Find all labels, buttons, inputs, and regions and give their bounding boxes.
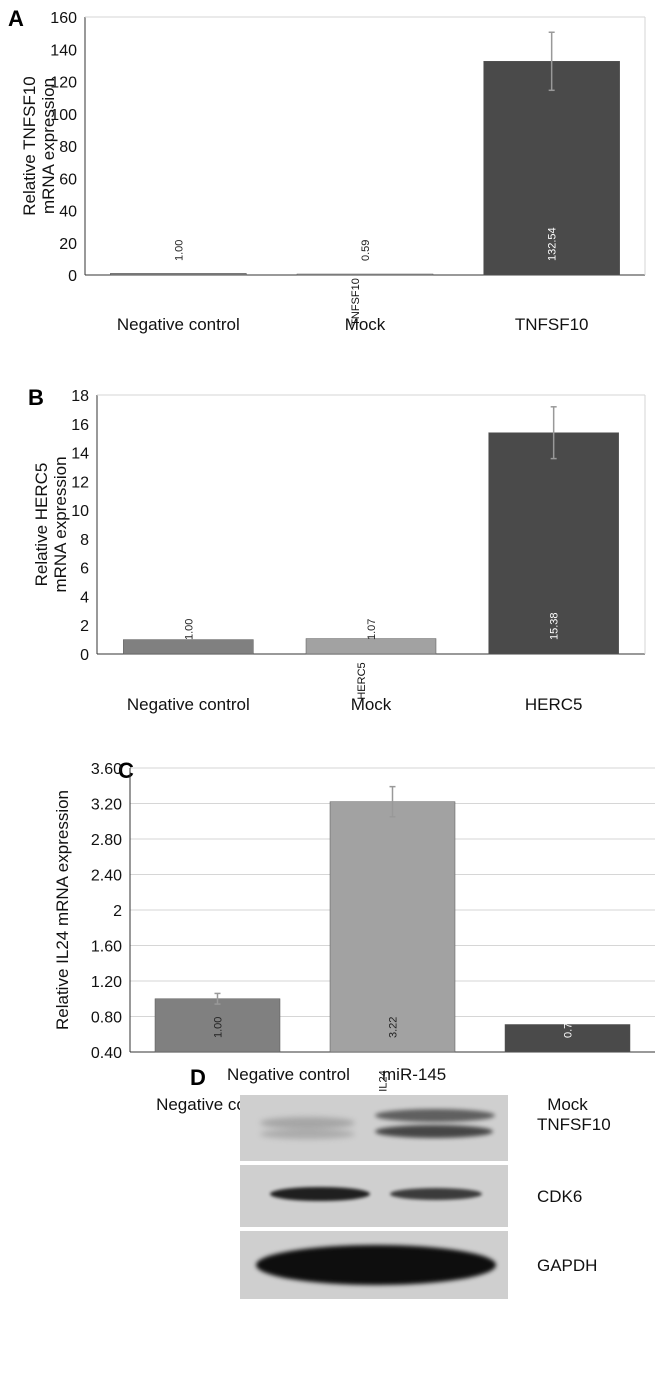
blot-band [375, 1125, 493, 1138]
blot-band [270, 1187, 370, 1201]
panel-letter-d: D [190, 1065, 206, 1090]
data-label: 0.59 [360, 240, 372, 261]
data-label: 132.54 [547, 227, 559, 261]
blot-label-tnfsf10: TNFSF10 [537, 1115, 611, 1134]
blot-strip-cdk6 [240, 1165, 508, 1227]
y-tick-label: 60 [59, 171, 77, 188]
bar [296, 273, 434, 276]
blot-band [260, 1129, 355, 1139]
blot-label-gapdh: GAPDH [537, 1256, 598, 1275]
x-category-label: Negative control [117, 315, 240, 334]
data-label: 3.22 [388, 1017, 400, 1038]
y-tick-label: 3.60 [91, 761, 122, 778]
y-tick-label: 40 [59, 204, 77, 221]
y-axis-label: Relative IL24 mRNA expression [53, 790, 72, 1030]
data-label: 1.00 [183, 619, 195, 640]
bar-tag-label: IL24 [378, 1070, 390, 1091]
bar [488, 432, 619, 655]
blot-band [260, 1117, 355, 1129]
bar [123, 639, 254, 655]
bar [305, 638, 437, 655]
x-category-label: TNFSF10 [515, 315, 589, 334]
y-tick-label: 1.20 [91, 974, 122, 991]
bar-tag-label: HERC5 [356, 662, 368, 699]
y-axis-label-line-1: Relative TNFSF10 [20, 76, 39, 216]
blot-strip-gapdh [240, 1231, 508, 1299]
y-tick-label: 2 [80, 618, 89, 635]
y-tick-label: 2.40 [91, 868, 122, 885]
x-category-label: Mock [547, 1095, 588, 1114]
y-axis-label-line-2: mRNA expression [51, 456, 70, 592]
panel-letter-b: B [28, 385, 44, 410]
y-tick-label: 12 [71, 474, 89, 491]
y-tick-label: 20 [59, 236, 77, 253]
y-tick-label: 16 [71, 417, 89, 434]
y-tick-label: 120 [50, 75, 77, 92]
y-tick-label: 1.60 [91, 939, 122, 956]
y-tick-label: 8 [80, 532, 89, 549]
data-label: 1.07 [366, 619, 378, 640]
y-tick-label: 140 [50, 42, 77, 59]
y-tick-label: 10 [71, 503, 89, 520]
bar-tag-label: TNFSF10 [350, 278, 362, 326]
x-category-label: Mock [345, 315, 386, 334]
blot-band [375, 1109, 495, 1122]
y-tick-label: 0.40 [91, 1045, 122, 1062]
data-label: 15.38 [549, 612, 561, 640]
blot-column-mir-145: miR-145 [382, 1065, 447, 1084]
bar [329, 801, 456, 1053]
western-blot-panel: D Negative control miR-145 TNFSF10 CDK6 … [190, 1065, 662, 1395]
y-axis-label-line-1: Relative HERC5 [32, 463, 51, 587]
y-axis-label-line-2: mRNA expression [39, 78, 58, 214]
y-tick-label: 100 [50, 107, 77, 124]
y-tick-label: 160 [50, 10, 77, 27]
x-category-label: Mock [351, 695, 392, 714]
chart-panel-c: C0.400.801.201.6022.402.803.203.60Relati… [53, 758, 655, 1114]
y-tick-label: 2.80 [91, 832, 122, 849]
y-tick-label: 0 [80, 647, 89, 664]
data-label: 1.00 [173, 240, 185, 261]
y-tick-label: 2 [113, 903, 122, 920]
blot-label-cdk6: CDK6 [537, 1187, 583, 1206]
blot-band [256, 1245, 496, 1285]
blot-strip-tnfsf10 [240, 1095, 508, 1161]
blot-band [390, 1188, 482, 1200]
chart-panel-a: A 0 20 40 60 80 100 120 140 160 Relative TNFSF10 mR… [8, 6, 646, 334]
data-label: 0.71 [563, 1017, 575, 1038]
chart-panel-b: B 0 2 4 6 8 10 12 14 16 18 Relative HERC5 mRNA expre… [28, 385, 646, 714]
y-tick-label: 4 [80, 589, 89, 606]
y-tick-label: 14 [71, 446, 89, 463]
bar [154, 998, 281, 1053]
y-tick-label: 6 [80, 561, 89, 578]
data-label: 1.00 [213, 1017, 225, 1038]
blot-column-negative-control: Negative control [227, 1065, 350, 1084]
y-tick-label: 80 [59, 139, 77, 156]
x-category-label: HERC5 [525, 695, 583, 714]
y-tick-label: 0 [68, 268, 77, 285]
y-tick-label: 3.20 [91, 797, 122, 814]
panel-letter-a: A [8, 6, 24, 31]
bar [504, 1024, 631, 1053]
y-tick-label: 0.80 [91, 1010, 122, 1027]
bar [110, 273, 247, 276]
bar [483, 61, 620, 276]
x-category-label: Negative control [127, 695, 250, 714]
y-tick-label: 18 [71, 388, 89, 405]
